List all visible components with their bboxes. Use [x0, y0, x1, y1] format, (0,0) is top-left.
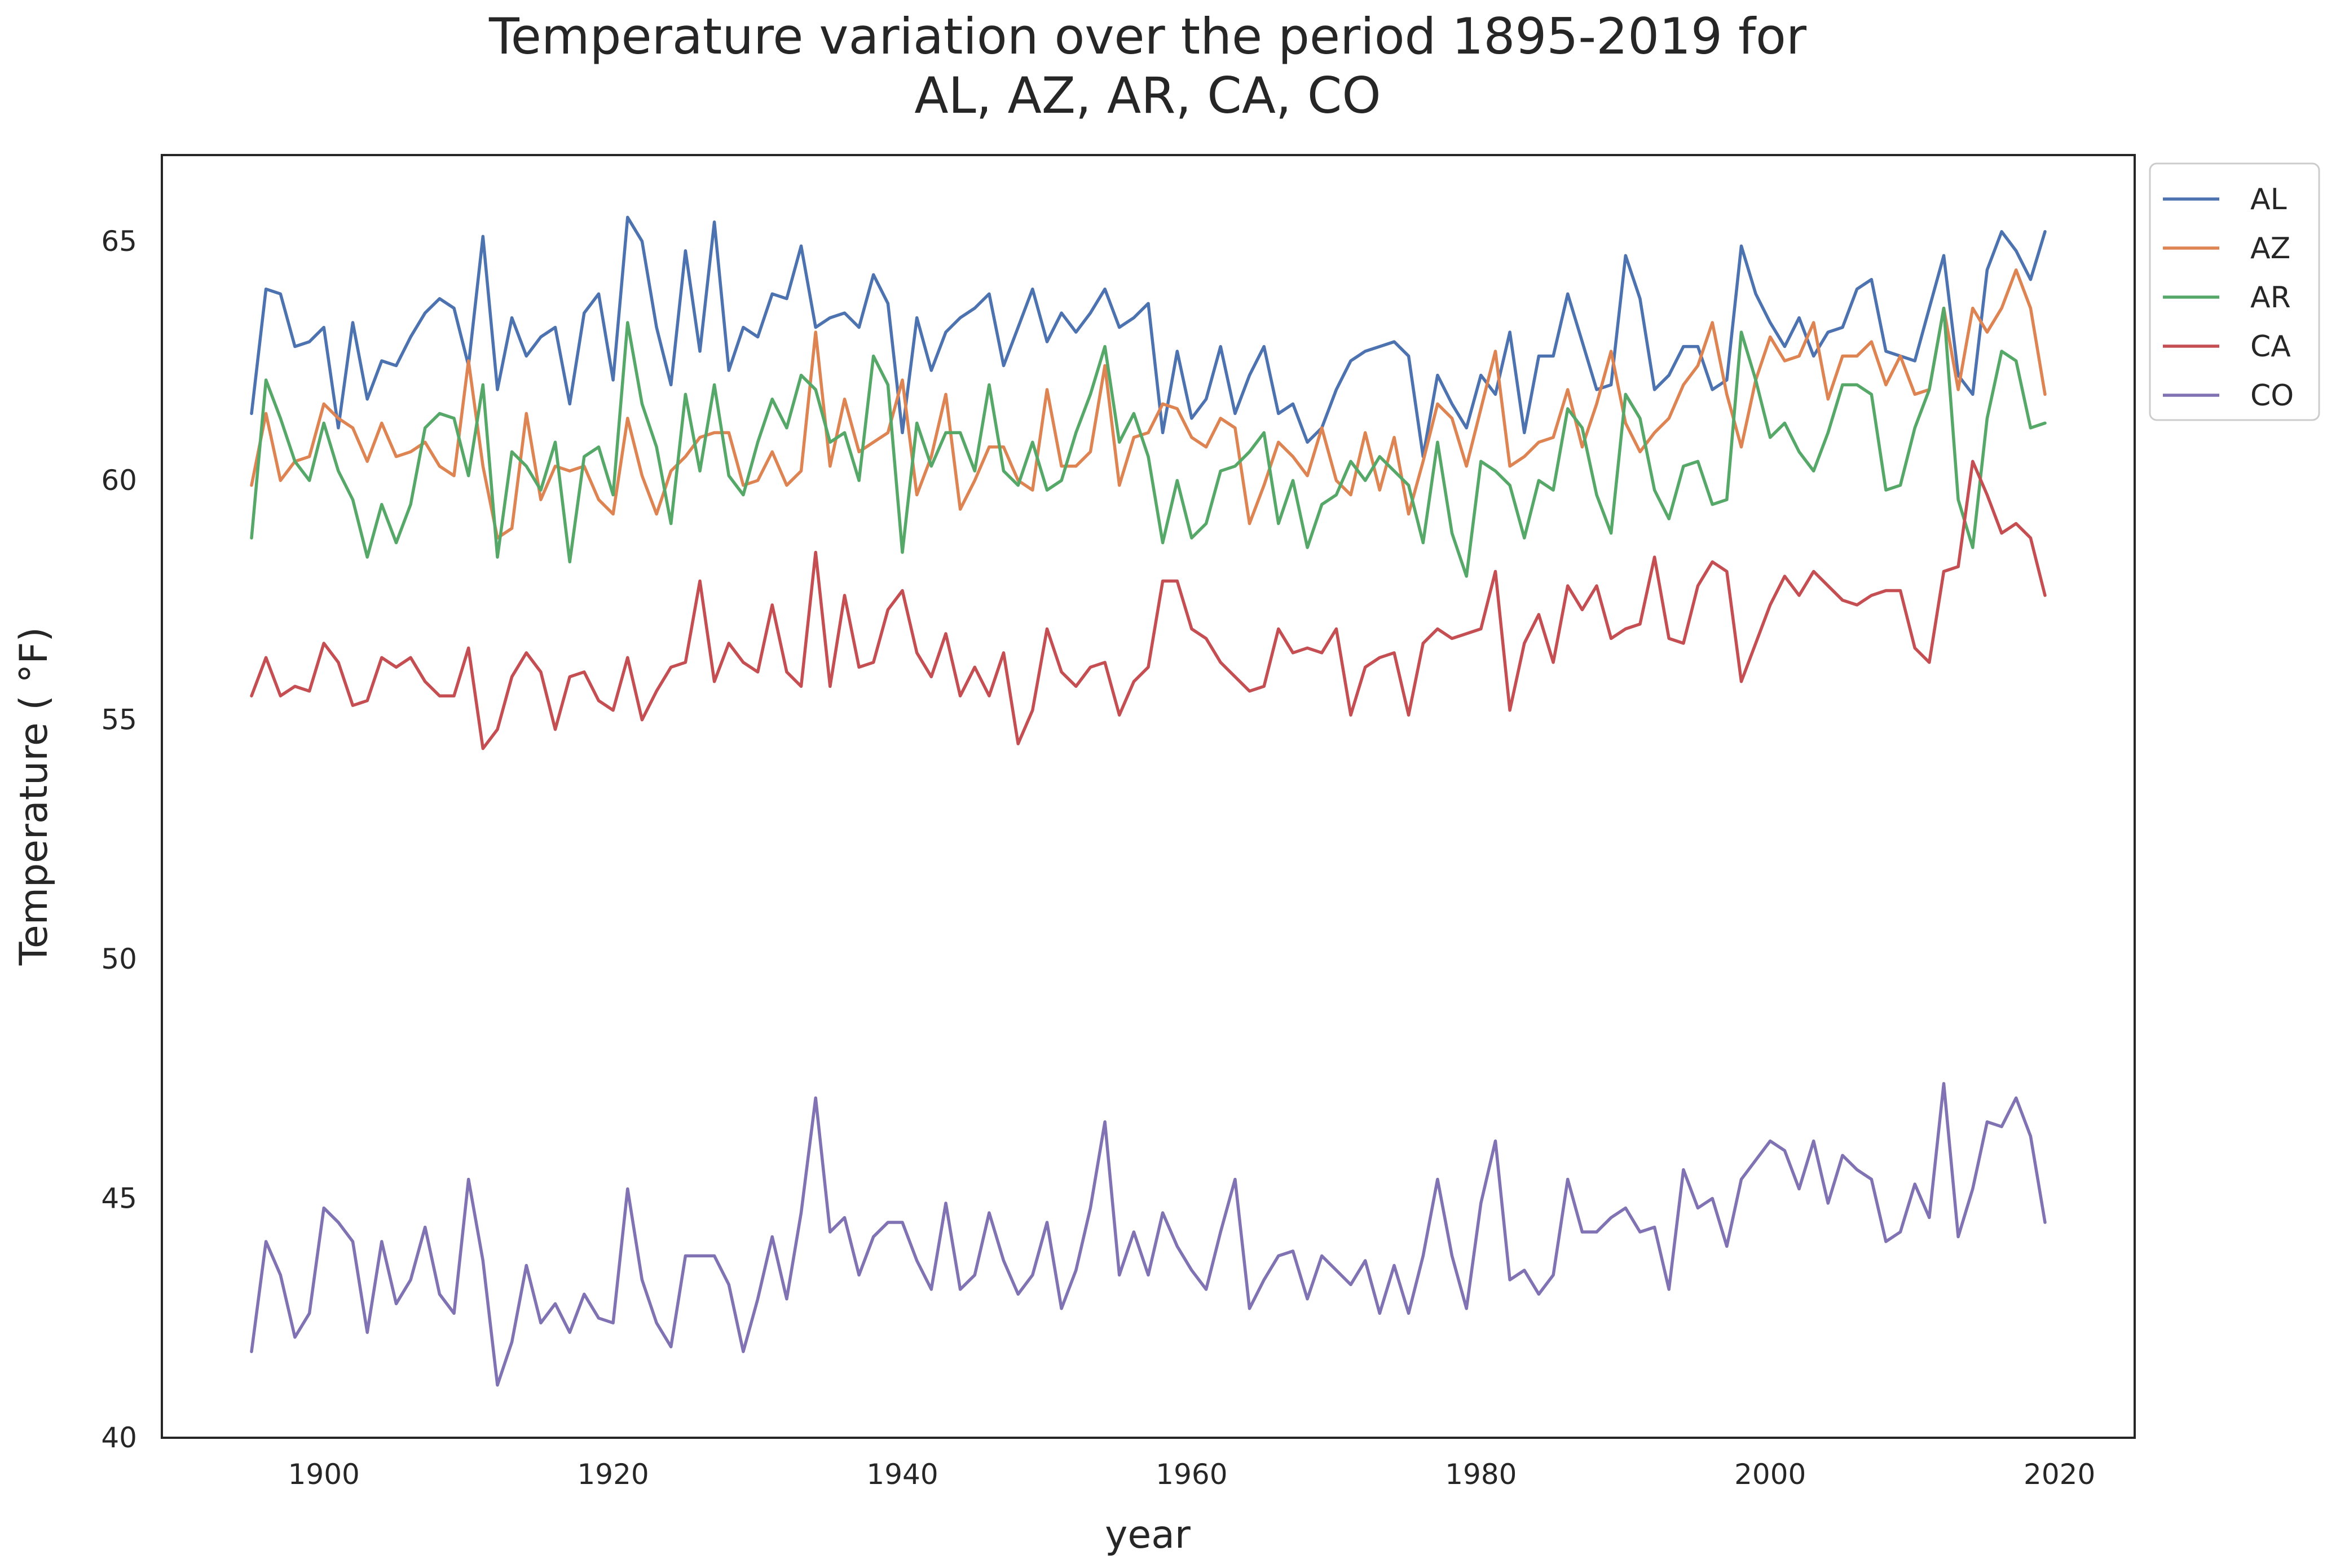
- x-tick-labels: 1900 1920 1940 1960 1980 2000 2020: [288, 1458, 2096, 1491]
- y-axis-label: Temperature ( °F): [12, 627, 56, 966]
- series-line-al: [250, 215, 2047, 458]
- y-tick-label: 60: [101, 464, 137, 497]
- y-tick-label: 55: [101, 704, 137, 736]
- legend-label-ca: CA: [2250, 330, 2291, 364]
- x-tick-label: 1900: [288, 1458, 360, 1491]
- y-tick-labels: 40 45 50 55 60 65: [101, 225, 137, 1454]
- series-line-co: [250, 1082, 2047, 1387]
- x-tick-label: 1940: [866, 1458, 938, 1491]
- x-tick-label: 2000: [1734, 1458, 1806, 1491]
- legend-label-co: CO: [2250, 379, 2294, 413]
- series-line-ca: [250, 460, 2047, 750]
- x-axis-label: year: [1105, 1513, 1191, 1557]
- series-line-ar: [250, 306, 2047, 578]
- legend-label-az: AZ: [2250, 232, 2290, 266]
- legend-label-ar: AR: [2250, 281, 2291, 315]
- x-tick-label: 1980: [1445, 1458, 1517, 1491]
- x-tick-label: 1920: [578, 1458, 649, 1491]
- plot-area-frame: [161, 154, 2136, 1439]
- y-tick-label: 40: [101, 1421, 137, 1454]
- series-line-az: [250, 268, 2047, 540]
- y-tick-label: 65: [101, 225, 137, 258]
- legend-box: [2149, 162, 2320, 421]
- chart-title-line-1: Temperature variation over the period 18…: [488, 7, 1807, 65]
- chart-title-line-2: AL, AZ, AR, CA, CO: [914, 67, 1381, 125]
- x-tick-label: 1960: [1156, 1458, 1227, 1491]
- y-tick-label: 45: [101, 1182, 137, 1215]
- series-lines: [250, 215, 2047, 1387]
- legend: AL AZ AR CA CO: [2149, 162, 2320, 421]
- y-tick-label: 50: [101, 943, 137, 975]
- legend-label-al: AL: [2250, 183, 2287, 217]
- x-tick-label: 2020: [2024, 1458, 2095, 1491]
